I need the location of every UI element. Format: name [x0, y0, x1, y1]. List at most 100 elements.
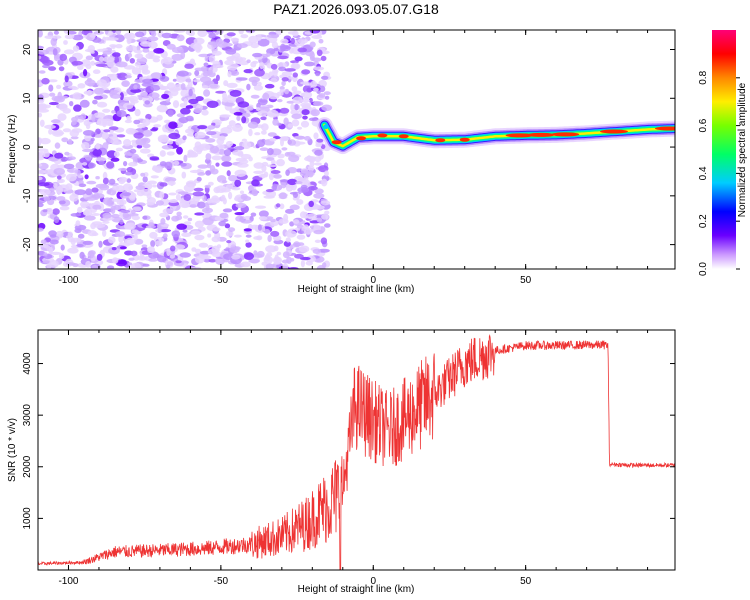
noise-blob	[239, 190, 245, 195]
noise-blob	[44, 124, 56, 129]
noise-blob	[308, 186, 318, 191]
noise-blob	[60, 244, 65, 251]
noise-blob	[248, 258, 260, 264]
noise-blob	[168, 192, 177, 196]
noise-blob	[56, 196, 66, 201]
noise-blob	[72, 34, 84, 41]
noise-blob	[49, 101, 59, 106]
noise-blob	[39, 188, 51, 196]
noise-blob	[136, 144, 143, 149]
noise-blob	[320, 200, 331, 206]
noise-blob	[225, 140, 234, 147]
noise-blob	[63, 163, 75, 169]
noise-blob	[161, 145, 174, 150]
noise-blob	[168, 199, 178, 204]
snr-panel: -100 -50 0 50 1000 2000 3000 4000 Height of str…	[7, 329, 676, 595]
noise-blob	[128, 262, 133, 266]
snr-ytick-label: 2000	[22, 455, 33, 478]
signal-peak	[551, 132, 580, 137]
noise-blob	[304, 227, 312, 235]
noise-blob	[294, 103, 299, 111]
noise-blob	[57, 113, 67, 121]
noise-blob	[182, 229, 188, 233]
noise-blob	[133, 132, 144, 139]
noise-blob	[279, 192, 287, 200]
noise-blob	[159, 212, 169, 218]
noise-blob	[197, 30, 208, 37]
noise-blob	[39, 119, 45, 128]
noise-blob	[117, 72, 128, 81]
noise-blob	[208, 181, 214, 186]
noise-blob	[108, 178, 116, 185]
snr-xtick-label: 0	[370, 576, 376, 587]
noise-blob	[237, 43, 248, 49]
noise-blob	[65, 173, 77, 182]
noise-blob	[257, 110, 268, 117]
spectrogram-xtick-label: -50	[214, 275, 229, 286]
noise-blob	[205, 138, 216, 143]
noise-blob	[313, 132, 319, 140]
noise-blob	[287, 123, 294, 128]
noise-blob	[141, 244, 148, 248]
snr-ytick-label: 1000	[22, 507, 33, 530]
snr-xtick-label: -100	[58, 576, 78, 587]
noise-blob	[307, 165, 315, 172]
noise-blob	[294, 141, 306, 145]
noise-blob	[281, 77, 289, 82]
noise-blob	[92, 204, 102, 210]
noise-blob	[58, 103, 68, 111]
noise-blob	[218, 221, 227, 227]
noise-blob	[273, 261, 281, 265]
noise-blob	[95, 183, 108, 189]
noise-blob	[54, 55, 59, 62]
noise-blob	[176, 75, 186, 83]
noise-blob	[234, 146, 245, 151]
noise-blob	[91, 213, 101, 216]
noise-blob	[65, 235, 72, 239]
noise-blob	[107, 265, 115, 269]
noise-blob	[258, 216, 268, 221]
noise-blob	[110, 93, 122, 99]
noise-blob	[129, 58, 135, 64]
noise-blob	[112, 257, 119, 264]
noise-blob	[95, 157, 107, 162]
noise-blob	[142, 129, 153, 137]
colorbar: 0.0 0.2 0.4 0.6 0.8 Normalized spectral ampl…	[698, 30, 748, 276]
noise-blob	[38, 55, 42, 60]
noise-blob	[77, 83, 86, 89]
noise-blob	[102, 56, 115, 63]
noise-blob	[303, 82, 313, 86]
noise-blob	[267, 234, 272, 243]
noise-blob	[59, 53, 68, 62]
noise-blob	[54, 152, 64, 159]
noise-blob	[96, 253, 103, 261]
noise-blob	[245, 242, 252, 248]
noise-blob	[199, 76, 212, 83]
noise-blob	[204, 56, 209, 62]
signal-peak	[526, 132, 555, 137]
noise-blob	[314, 239, 321, 243]
noise-blob	[290, 60, 299, 64]
noise-blob	[270, 63, 278, 70]
noise-blob	[120, 209, 131, 213]
noise-blob	[188, 88, 193, 97]
noise-blob	[72, 92, 82, 100]
noise-blob	[318, 38, 324, 44]
noise-blob	[52, 208, 60, 215]
noise-blob	[125, 45, 138, 52]
noise-blob	[150, 240, 156, 248]
noise-blob	[182, 135, 187, 141]
noise-blob	[250, 94, 260, 99]
noise-blob	[278, 66, 287, 72]
colorbar-tick-label: 0.0	[698, 262, 709, 276]
noise-blob	[90, 137, 95, 142]
noise-blob	[85, 123, 91, 130]
noise-blob	[282, 263, 289, 269]
noise-blob	[48, 66, 57, 71]
noise-blob	[254, 132, 261, 136]
noise-blob	[230, 37, 240, 42]
signal-peak	[398, 134, 409, 139]
noise-blob	[53, 183, 58, 189]
noise-blob	[291, 113, 303, 120]
